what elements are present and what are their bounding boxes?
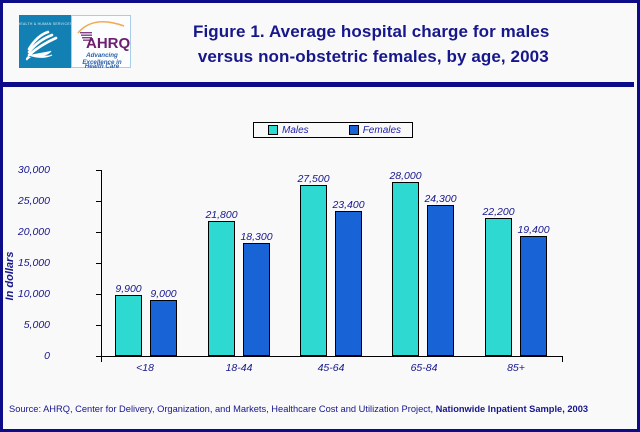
svg-text:Advancing: Advancing: [85, 52, 118, 59]
svg-text:AHRQ: AHRQ: [86, 35, 130, 52]
svg-text:HEALTH & HUMAN SERVICES: HEALTH & HUMAN SERVICES: [19, 22, 71, 26]
